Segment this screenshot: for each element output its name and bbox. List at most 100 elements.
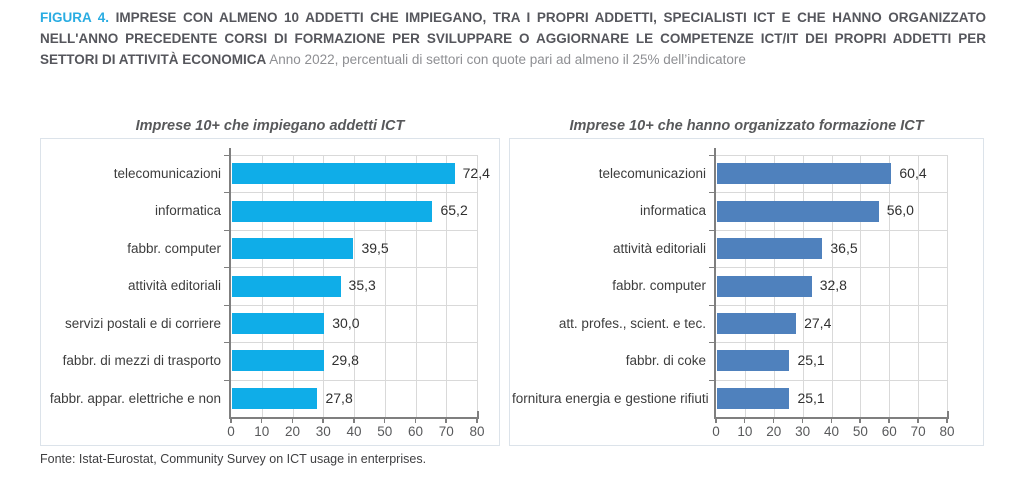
x-tick-label: 60 (407, 424, 424, 439)
figure-number-label: FIGURA 4. (40, 10, 110, 25)
y-axis-tick (709, 342, 714, 344)
chart-panel-right: telecomunicazioni 60,4 informatica 56,0 atti… (509, 138, 984, 446)
x-tick-label: 80 (939, 424, 955, 439)
y-axis-tick (224, 192, 229, 194)
x-axis (714, 417, 949, 419)
x-tick-label: 30 (795, 424, 811, 439)
x-tick-label: 80 (469, 424, 485, 439)
figure-subtitle: Anno 2022, percentuali di settori con qu… (269, 52, 746, 67)
x-tick-label: 30 (315, 424, 331, 439)
category-label: fabbr. computer (127, 240, 221, 256)
gridline-vertical (415, 155, 417, 417)
bar (232, 350, 324, 372)
x-axis-tick (859, 419, 861, 423)
y-axis-tick (709, 304, 714, 306)
category-label: fornitura energia e gestione rifiuti (512, 390, 709, 406)
category-label: att. profes., scient. e tec. (558, 315, 706, 331)
x-axis-tick (230, 419, 232, 423)
figure-header: FIGURA 4. IMPRESE CON ALMENO 10 ADDETTI … (40, 7, 986, 70)
bar-value-label: 56,0 (886, 202, 914, 219)
x-axis-tick (772, 419, 775, 423)
x-tick-label: 60 (881, 424, 897, 439)
y-axis-tick (224, 304, 229, 306)
x-tick-label: 50 (377, 424, 393, 439)
bar (232, 163, 455, 185)
gridline-vertical (860, 155, 862, 417)
bar-value-label: 32,8 (819, 277, 847, 294)
bar-value-label: 39,5 (361, 239, 389, 256)
category-label: telecomunicazioni (598, 166, 706, 181)
bar-value-label: 27,4 (804, 314, 832, 331)
y-axis-tick (224, 229, 229, 231)
x-axis-tick (353, 419, 355, 423)
y-axis (229, 148, 231, 419)
y-axis-tick (709, 267, 714, 269)
bar-value-label: 29,8 (331, 352, 359, 369)
x-axis-tick (414, 419, 416, 423)
x-tick-label: 70 (910, 424, 926, 439)
x-axis-tick (801, 419, 804, 423)
figure-title: IMPRESE CON ALMENO 10 ADDETTI CHE IMPIEG… (40, 10, 986, 67)
y-axis-tick (224, 342, 229, 344)
chart-panel-left: telecomunicazioni 72,4 informatica 65,2 fabb… (40, 138, 500, 446)
bar (717, 200, 879, 222)
y-axis-tick (224, 267, 229, 269)
x-tick-label: 10 (737, 424, 753, 439)
x-axis-tick (383, 419, 386, 423)
category-label: fabbr. appar. elettriche e non (49, 390, 221, 406)
bar-value-label: 35,3 (348, 277, 376, 294)
category-label: fabbr. di mezzi di trasporto (62, 353, 221, 369)
x-axis-tick (743, 419, 746, 423)
gridline-vertical (354, 155, 355, 417)
x-axis-tick (445, 419, 447, 423)
chart-employ-ict: Imprese 10+ che impiegano addetti ICT te… (40, 116, 500, 446)
bar-value-label: 65,2 (440, 202, 468, 219)
x-tick-label: 40 (823, 424, 840, 439)
gridline-vertical (889, 155, 891, 417)
bar-value-label: 36,5 (830, 239, 858, 256)
bar-value-label: 25,1 (797, 389, 825, 406)
x-axis-tick (917, 419, 919, 423)
y-axis-tick (709, 192, 714, 194)
category-label: servizi postali e di corriere (64, 315, 221, 331)
chart-title-right: Imprese 10+ che hanno organizzato formaz… (569, 118, 924, 134)
gridline-vertical (384, 155, 386, 417)
bar (717, 238, 823, 260)
bar (717, 275, 812, 297)
category-label: fabbr. di coke (625, 353, 706, 369)
gridline-vertical (918, 155, 920, 417)
gridline-vertical (831, 155, 833, 417)
x-axis-tick (715, 419, 717, 423)
bar-value-label: 72,4 (462, 165, 490, 181)
bar (232, 312, 325, 334)
bar (717, 312, 797, 334)
x-tick-label: 50 (852, 424, 868, 439)
bar (232, 238, 354, 260)
bar-value-label: 60,4 (899, 165, 927, 181)
category-label: telecomunicazioni (113, 166, 221, 181)
source-note: Fonte: Istat-Eurostat, Community Survey … (40, 452, 427, 466)
gridline-vertical (446, 155, 448, 417)
bar-value-label: 30,0 (332, 314, 360, 331)
bar (717, 350, 790, 372)
x-axis-end-tick (947, 411, 949, 417)
chart-training-ict: Imprese 10+ che hanno organizzato formaz… (509, 116, 984, 446)
category-label: attività editoriali (612, 240, 706, 256)
x-tick-label: 0 (712, 424, 720, 439)
x-axis-tick (476, 419, 478, 423)
bar (717, 163, 892, 185)
category-label: attività editoriali (127, 278, 221, 294)
chart-title-left: Imprese 10+ che impiegano addetti ICT (135, 118, 405, 134)
x-axis-tick (888, 419, 890, 423)
bar (232, 275, 341, 297)
x-tick-label: 0 (227, 424, 235, 439)
y-axis-tick (709, 155, 714, 156)
x-tick-label: 40 (346, 424, 362, 439)
x-axis-tick (322, 419, 324, 423)
y-axis-tick (224, 379, 229, 381)
x-tick-label: 10 (254, 424, 270, 439)
x-tick-label: 20 (766, 424, 782, 439)
x-axis-end-tick (477, 411, 479, 417)
bar-value-label: 27,8 (325, 389, 353, 406)
gridline-vertical (477, 155, 478, 417)
